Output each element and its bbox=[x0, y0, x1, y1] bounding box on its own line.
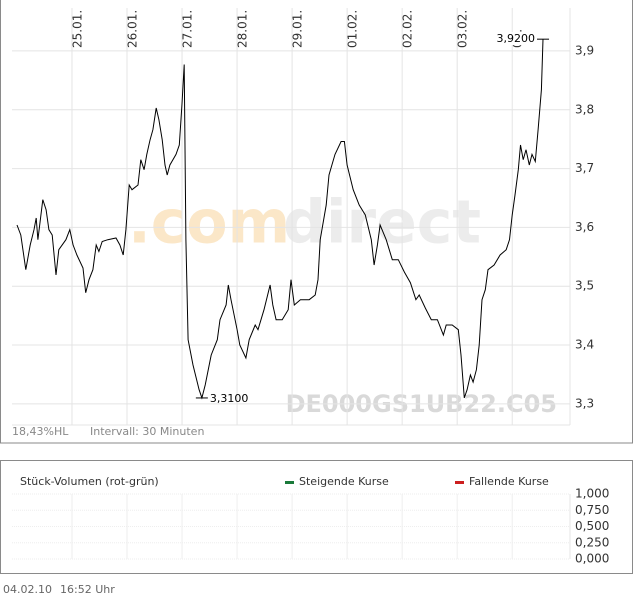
y-tick-label: 3,6 bbox=[575, 220, 594, 234]
y-tick-label: 3,5 bbox=[575, 279, 594, 293]
price-panel bbox=[0, 0, 633, 444]
footer-date: 04.02.10 bbox=[3, 583, 52, 596]
x-tick-label: 27.01. bbox=[181, 10, 195, 48]
y-tick-label: 0,000 bbox=[575, 552, 609, 566]
watermark: direct bbox=[283, 188, 481, 258]
x-tick-label: 25.01. bbox=[70, 10, 84, 48]
y-tick-label: 3,9 bbox=[575, 43, 594, 57]
x-tick-label: 28.01. bbox=[236, 10, 250, 48]
y-tick-label: 3,3 bbox=[575, 396, 594, 410]
volume-title: Stück-Volumen (rot-grün) bbox=[20, 475, 159, 488]
label-bg bbox=[495, 32, 536, 46]
y-tick-label: 1,000 bbox=[575, 487, 609, 501]
y-tick-label: 0,250 bbox=[575, 535, 609, 549]
watermark: .com bbox=[128, 188, 290, 258]
legend-label: Steigende Kurse bbox=[299, 475, 389, 488]
price-line bbox=[16, 39, 544, 400]
note: 18,43%HL bbox=[12, 425, 69, 438]
x-tick-label: 26.01. bbox=[126, 10, 140, 48]
y-tick-label: 3,4 bbox=[575, 338, 594, 352]
volume-panel bbox=[0, 460, 633, 574]
legend-label: Fallende Kurse bbox=[469, 475, 549, 488]
legend-swatch bbox=[285, 481, 294, 484]
y-tick-label: 3,7 bbox=[575, 161, 594, 175]
y-tick-label: 0,500 bbox=[575, 519, 609, 533]
x-tick-label: 29.01. bbox=[291, 10, 305, 48]
y-tick-label: 3,8 bbox=[575, 102, 594, 116]
annotation-label: 3,3100 bbox=[210, 392, 249, 405]
y-tick-label: 0,750 bbox=[575, 503, 609, 517]
x-tick-label: 03.02. bbox=[456, 10, 470, 48]
note: Intervall: 30 Minuten bbox=[90, 425, 204, 438]
legend-swatch bbox=[455, 481, 464, 484]
x-tick-label: 01.02. bbox=[346, 10, 360, 48]
footer-time: 16:52 Uhr bbox=[60, 583, 115, 596]
x-tick-label: 02.02. bbox=[401, 10, 415, 48]
annotation-label: 3,9200 bbox=[497, 32, 536, 45]
